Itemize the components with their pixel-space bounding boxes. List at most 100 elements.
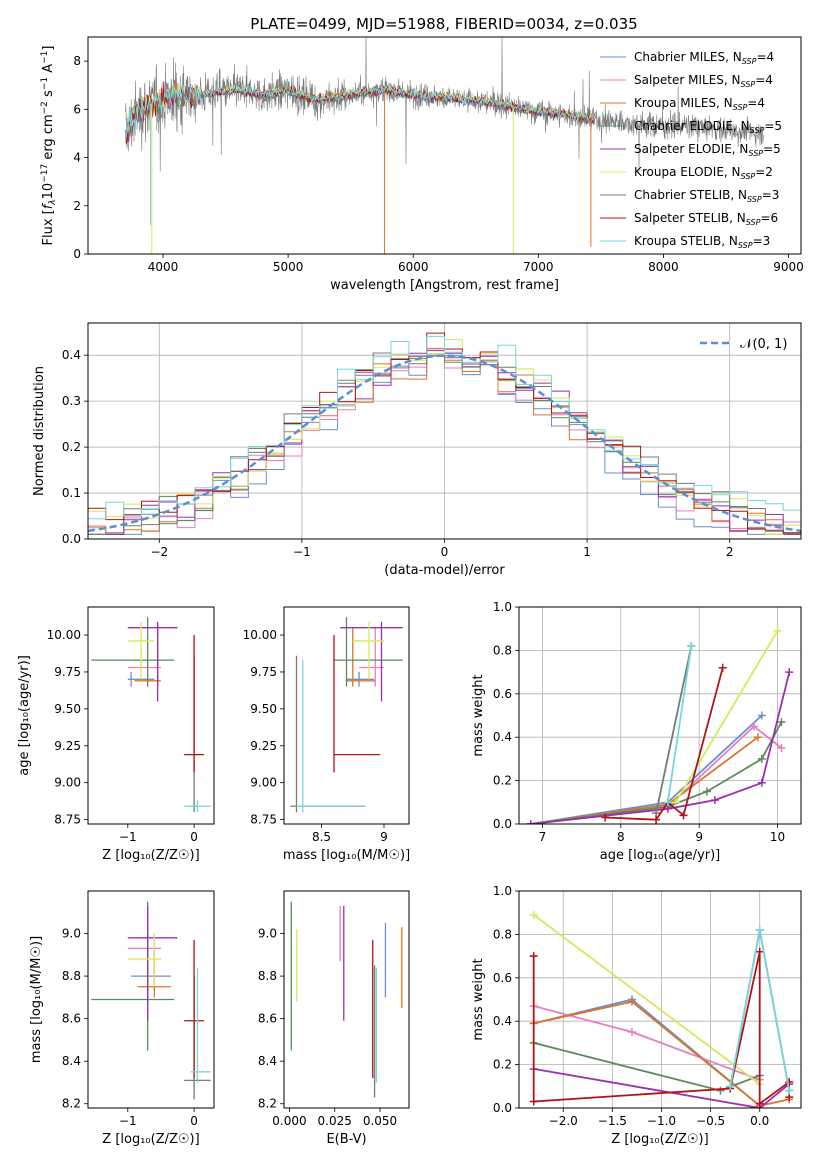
weight-marker-kroupa_stelib (726, 1082, 735, 1091)
y-label-part: s (41, 90, 56, 101)
weight-marker-chabrier_miles (757, 711, 766, 720)
weight-marker-kroupa_miles (627, 997, 636, 1006)
x-axis-label: (data-model)/error (384, 563, 505, 578)
y-tick-label: 2 (73, 199, 81, 213)
y-tick-label: 8.8 (62, 969, 81, 983)
y-label-part: A (41, 64, 56, 77)
weight-marker-salpeter_stelib (601, 813, 610, 822)
y-tick-label: 9.50 (54, 702, 81, 716)
legend-entry-salpeter_miles: Salpeter MILES, NSSP=4 (634, 73, 773, 89)
legend-text-post: =4 (756, 50, 774, 64)
weight-marker-salpeter_stelib (755, 947, 764, 956)
x-tick-label: 0.050 (363, 1114, 397, 1128)
weight-marker-salpeter_stelib (755, 1099, 764, 1108)
legend-text: Salpeter MILES, N (634, 73, 741, 87)
legend-entry-kroupa_miles: Kroupa MILES, NSSP=4 (634, 96, 765, 112)
weight-marker-salpeter_miles (750, 722, 758, 731)
legend-text-post: =5 (764, 119, 782, 133)
y-tick-label: 8.75 (250, 813, 277, 827)
legend-text-post: =6 (760, 211, 778, 225)
y-tick-label: 9.75 (250, 665, 277, 679)
x-axis-label: Z [log₁₀(Z/Z☉)] (102, 848, 199, 863)
legend-text: Salpeter ELODIE, N (634, 142, 748, 156)
y-label-part: −17 (40, 164, 50, 183)
legend-entry-chabrier_stelib: Chabrier STELIB, NSSP=3 (634, 188, 779, 204)
y-tick-label: 0.2 (62, 440, 81, 454)
x-tick-label: 0 (441, 545, 449, 559)
mass_vs_ebv-panel: 0.000 0.025 0.050 8.2 8.4 8.6 8.8 9.0 E(B-V) (258, 890, 410, 1147)
x-tick-label: 8 (617, 830, 625, 844)
y-tick-label: 9.0 (258, 927, 277, 941)
y-tick-label: 0 (73, 247, 81, 261)
x-axis-label: mass [log₁₀(M/M☉)] (283, 848, 410, 863)
y-tick-label: 0.0 (493, 817, 512, 831)
plot-frame (87, 890, 215, 1109)
y-tick-label: 0.0 (62, 532, 81, 546)
y-label-part: erg cm (41, 114, 56, 163)
y-axis-label: mass weight (471, 958, 486, 1040)
y-tick-label: 0.0 (493, 1101, 512, 1115)
y-label-part: −2 (40, 101, 50, 114)
x-tick-label: −1.0 (647, 1114, 676, 1128)
y-tick-label: 0.4 (493, 1014, 512, 1028)
legend-text-post: =3 (762, 188, 780, 202)
x-axis-label: wavelength [Angstrom, rest frame] (330, 278, 559, 293)
plot-frame (518, 606, 802, 825)
legend-text: Chabrier STELIB, N (634, 188, 747, 202)
legend-text-post: =4 (747, 96, 765, 110)
y-tick-label: 1.0 (493, 600, 512, 614)
x-tick-label: −1.5 (598, 1114, 627, 1128)
plot-frame (87, 36, 802, 255)
legend-text-post: =3 (753, 234, 771, 248)
x-axis-label: Z [log₁₀(Z/Z☉)] (611, 1132, 708, 1147)
mass_vs_Z-panel: −1 0 8.2 8.4 8.6 8.8 9.0 Z [log₁₀(Z/Z☉)] mass [l… (29, 890, 215, 1147)
legend-text: Kroupa ELODIE, N (634, 165, 741, 179)
legend-text: Kroupa MILES, N (634, 96, 733, 110)
x-tick-label: 8.5 (312, 830, 331, 844)
y-tick-label: 9.00 (54, 776, 81, 790)
plot-frame (87, 322, 802, 540)
y-tick-label: 8 (73, 54, 81, 68)
spectrum-lines (125, 37, 764, 254)
legend-text: Chabrier MILES, N (634, 50, 742, 64)
x-tick-label: 9 (380, 830, 388, 844)
y-tick-label: 0.6 (493, 687, 512, 701)
weight-marker-salpeter_elodie (757, 778, 766, 787)
weight-marker-chabrier_elodie (757, 754, 766, 763)
weight_vs_age-panel: 7 8 9 10 0.0 0.2 0.4 0.6 0.8 1.0 age [log₁₀(age/yr… (471, 600, 802, 863)
x-axis-label: E(B-V) (326, 1132, 366, 1147)
x-tick-label: 0.0 (750, 1114, 769, 1128)
x-tick-label: 9000 (773, 260, 804, 274)
legend-sub: SSP (746, 218, 761, 227)
legend-text: Chabrier ELODIE, N (634, 119, 750, 133)
x-tick-label: −1 (293, 545, 311, 559)
y-tick-label: 8.2 (258, 1097, 277, 1111)
y-tick-label: 8.6 (258, 1012, 277, 1026)
y-tick-label: 0.3 (62, 394, 81, 408)
residuals-panel: −2 −1 0 1 2 0.0 0.1 0.2 0.3 0.4 (data-model)/error… (32, 322, 802, 578)
x-tick-label: 0.025 (318, 1114, 352, 1128)
histograms (88, 332, 801, 535)
legend-entry-normal: 𝒩(0, 1) (740, 337, 787, 352)
weight-marker-salpeter_stelib (679, 811, 688, 820)
legend-entry-salpeter_elodie: Salpeter ELODIE, NSSP=5 (634, 142, 781, 158)
x-tick-label: −1 (119, 830, 137, 844)
age_vs_mass-points (290, 617, 403, 813)
weight-marker-salpeter_elodie (526, 820, 535, 824)
x-tick-label: 7 (539, 830, 547, 844)
plot-frame (283, 606, 410, 825)
age_vs_Z-panel: −1 0 8.75 9.00 9.25 9.50 9.75 10.00 Z [log₁₀(Z/Z… (17, 606, 215, 863)
y-axis-label: Normed distribution (32, 366, 47, 496)
weight-marker-chabrier_elodie (777, 718, 786, 727)
weight-marker-salpeter_stelib (652, 815, 661, 824)
legend-entry-kroupa_stelib: Kroupa STELIB, NSSP=3 (634, 234, 770, 250)
x-tick-label: 9 (695, 830, 703, 844)
legend-sub: SSP (738, 241, 753, 250)
mass_vs_Z-points (91, 901, 211, 1100)
y-axis-label: mass [log₁₀(M/M☉)] (29, 936, 44, 1063)
y-tick-label: 6 (73, 102, 81, 116)
weight-marker-salpeter_elodie (710, 796, 719, 805)
legend-sub: SSP (741, 172, 756, 181)
weight-marker-salpeter_miles (627, 1028, 636, 1037)
weight_vs_Z-series (529, 910, 794, 1108)
